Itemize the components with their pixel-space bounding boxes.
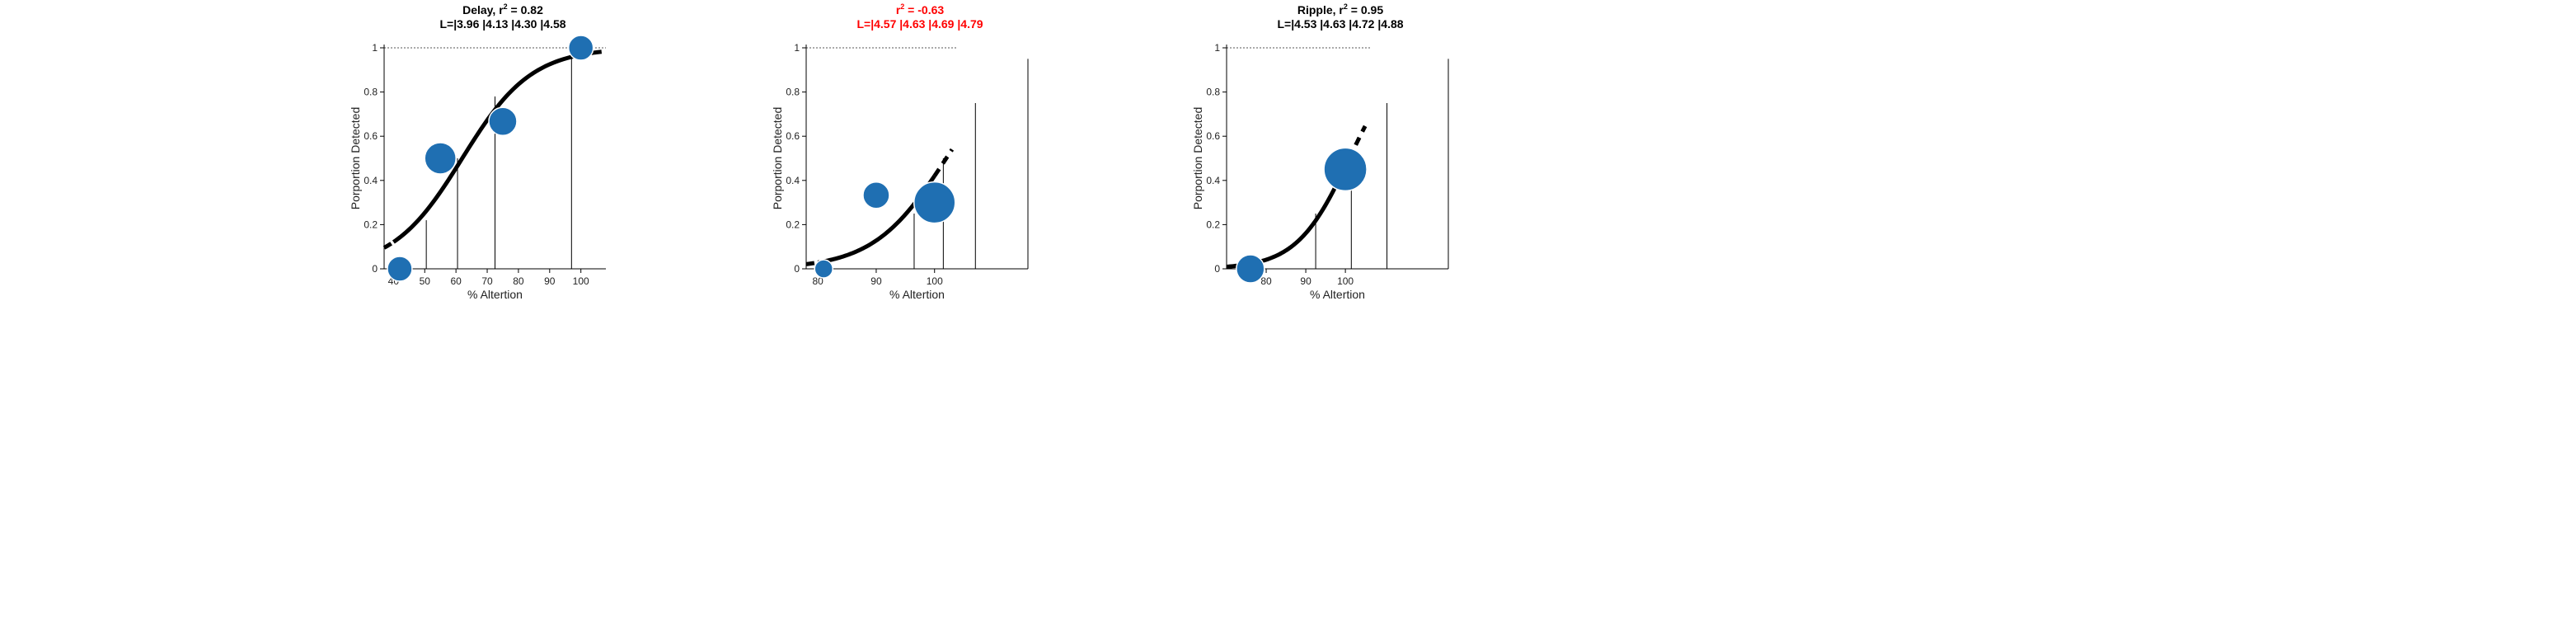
y-tick-label: 0.4 <box>364 175 378 186</box>
chart-title-r2-value: = -0.63 <box>904 3 944 16</box>
chart-title-prefix: Delay, r <box>462 3 504 16</box>
chart-subtitle: L=|4.57 |4.63 |4.69 |4.79 <box>856 17 983 31</box>
data-point <box>567 35 594 61</box>
chart-subtitle: L=|4.53 |4.63 |4.72 |4.88 <box>1277 17 1403 31</box>
y-tick-label: 0.8 <box>786 87 800 98</box>
chart-panel-3: Ripple, r2 = 0.95L=|4.53 |4.63 |4.72 |4.… <box>1191 2 1449 301</box>
chart-title-superscript: 2 <box>1344 2 1348 11</box>
x-tick-label: 70 <box>481 275 493 287</box>
chart-title: Delay, r2 = 0.82 <box>462 2 543 16</box>
x-axis-label: % Altertion <box>889 288 945 301</box>
y-tick-label: 0 <box>372 263 378 275</box>
chart-title: Ripple, r2 = 0.95 <box>1297 2 1383 16</box>
x-tick-label: 80 <box>513 275 524 287</box>
y-axis-label: Porportion Detected <box>771 107 784 210</box>
y-tick-label: 0.2 <box>364 219 378 230</box>
chart-title: r2 = -0.63 <box>896 2 945 16</box>
data-point <box>387 256 413 282</box>
y-axis-label: Porportion Detected <box>1191 107 1204 210</box>
y-tick-label: 0 <box>794 263 800 275</box>
chart-title-r2-value: = 0.95 <box>1348 3 1383 16</box>
chart-title-prefix: Ripple, r <box>1297 3 1344 16</box>
x-tick-label: 60 <box>450 275 462 287</box>
data-point <box>1236 254 1265 284</box>
x-tick-label: 80 <box>1260 275 1272 287</box>
x-tick-label: 100 <box>927 275 943 287</box>
y-tick-label: 0.8 <box>364 87 378 98</box>
y-tick-label: 0.2 <box>1206 219 1220 230</box>
y-tick-label: 0.4 <box>786 175 800 186</box>
fit-curve <box>392 50 594 244</box>
fit-curve-extrapolated-low <box>382 240 395 250</box>
y-tick-label: 0.8 <box>1206 87 1220 98</box>
fit-curve-extrapolated-high <box>932 148 955 177</box>
data-point <box>424 142 457 175</box>
y-tick-label: 0 <box>1214 263 1220 275</box>
y-tick-label: 0.6 <box>1206 130 1220 142</box>
x-tick-label: 50 <box>420 275 431 287</box>
chart-title-superscript: 2 <box>504 2 508 11</box>
x-tick-label: 80 <box>812 275 823 287</box>
y-tick-label: 0.2 <box>786 219 800 230</box>
x-tick-label: 90 <box>1300 275 1311 287</box>
y-axis-label: Porportion Detected <box>349 107 362 210</box>
x-tick-label: 100 <box>573 275 589 287</box>
x-axis-label: % Altertion <box>467 288 523 301</box>
y-tick-label: 0.4 <box>1206 175 1220 186</box>
chart-title-superscript: 2 <box>900 2 904 11</box>
y-tick-label: 1 <box>794 42 800 54</box>
x-tick-label: 90 <box>544 275 556 287</box>
chart-panel-1: Delay, r2 = 0.82L=|3.96 |4.13 |4.30 |4.5… <box>349 2 607 301</box>
x-tick-label: 90 <box>870 275 882 287</box>
chart-title-r2-value: = 0.82 <box>508 3 543 16</box>
data-point <box>913 181 956 224</box>
y-tick-label: 0.6 <box>786 130 800 142</box>
fit-curve-extrapolated-low <box>805 260 819 266</box>
fit-curve-extrapolated-high <box>593 49 607 55</box>
y-tick-label: 1 <box>1214 42 1220 54</box>
chart-panel-2: r2 = -0.63L=|4.57 |4.63 |4.69 |4.79 0 0.2 0… <box>771 2 1029 301</box>
y-tick-label: 0.6 <box>364 130 378 142</box>
x-tick-label: 100 <box>1337 275 1354 287</box>
x-axis-label: % Altertion <box>1310 288 1365 301</box>
data-point <box>1323 147 1368 192</box>
chart-title-prefix: r <box>896 3 901 16</box>
data-point <box>814 259 833 279</box>
data-point <box>862 181 890 209</box>
chart-subtitle: L=|3.96 |4.13 |4.30 |4.58 <box>439 17 565 31</box>
y-tick-label: 1 <box>372 42 378 54</box>
data-point <box>488 106 518 136</box>
